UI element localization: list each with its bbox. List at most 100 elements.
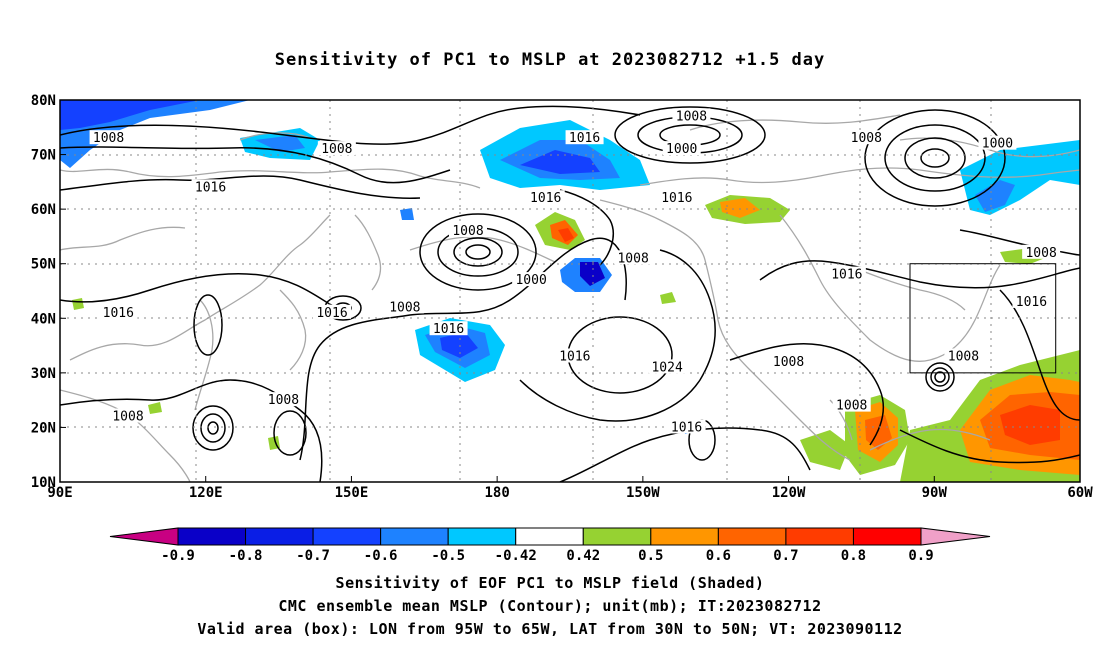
contour-label: 1008 [836,399,867,414]
contour-label: 1016 [661,191,692,206]
contour-label: 1008 [1025,246,1056,261]
lon-tick-label: 150W [626,485,660,501]
contour-label: 1008 [676,109,707,124]
contour-label: 1016 [433,322,464,337]
colorbar-swatch [312,527,382,546]
positive-region [72,298,84,310]
lat-tick-label: 70N [31,148,56,164]
positive-region [148,402,162,414]
lon-tick-label: 90E [47,485,72,501]
lon-tick-label: 180 [484,485,509,501]
colorbar-swatch [515,527,584,546]
contour-label: 1008 [321,142,352,157]
negative-region [60,100,200,130]
longitude-axis: 90E 120E 150E 180 150W 120W 90W 60W [47,476,1093,501]
lon-tick-label: 60W [1067,485,1093,501]
colorbar-max-arrow [920,527,991,546]
positive-region [800,430,850,470]
contour-label-bg [109,408,147,423]
contour-label-bg [89,130,128,145]
contour-label: 1000 [982,137,1013,152]
contour-label-bg [191,179,230,194]
contour-label-bg [827,266,866,281]
isobars [60,105,1080,482]
contour-label: 1016 [671,420,702,435]
lat-tick-label: 30N [31,366,56,382]
contour-label: 1008 [948,349,979,364]
coastlines [60,114,1080,482]
colorbar-swatch [582,527,652,546]
contour-label-bg [1012,293,1051,308]
colorbar-label: 0.9 [908,548,933,564]
contour-label-bg [512,272,551,287]
colorbar-label: -0.42 [495,548,537,564]
negative-region [975,180,1015,212]
contour-label-bg [526,190,565,205]
positive-region [558,228,574,242]
contour-label-bg [944,348,983,363]
colorbar-label: -0.7 [296,548,330,564]
negative-region [255,135,305,152]
valid-area-box [909,263,1057,374]
lon-tick-label: 120W [772,485,806,501]
negative-region [580,262,605,286]
contour-label: 1008 [389,300,420,315]
contour-label: 1016 [559,349,590,364]
contour-label: 1016 [195,180,226,195]
contour-label: 1024 [651,360,682,375]
lat-lon-grid [60,100,1080,482]
contour-label-bg [99,304,138,319]
contour-label-bg [978,135,1017,150]
contour-label-bg [832,397,871,412]
contour-label-bg [657,190,696,205]
colorbar-label: -0.8 [229,548,263,564]
negative-region [960,140,1080,215]
contour-label: 1016 [569,131,600,146]
contour-label: 1016 [1016,295,1047,310]
lat-tick-label: 20N [31,420,56,436]
lat-tick-label: 10N [31,475,56,491]
lat-tick-label: 60N [31,202,56,218]
contour-label: 1008 [268,393,299,408]
contour-label: 1016 [103,306,134,321]
plot-frame [59,99,1081,483]
contour-label: 1016 [316,306,347,321]
contour-label-bg [429,321,468,336]
colorbar-swatch [177,527,247,546]
contour-label-bg [264,392,303,407]
caption-contour: CMC ensemble mean MSLP (Contour); unit(m… [278,597,822,615]
colorbar-swatch [650,527,719,546]
colorbar-label: 0.7 [773,548,798,564]
colorbar-min-arrow [109,527,179,546]
contour-label-bg [847,130,886,145]
contour-label: 1008 [452,224,483,239]
negative-region [440,332,478,358]
contour-label: 1008 [93,131,124,146]
contour-label-bg [1022,244,1061,259]
contour-label-bg [555,348,594,363]
contour-label-bg [672,108,711,123]
contour-label-bg [648,359,687,374]
contour-label-bg [614,250,653,265]
negative-region [400,208,414,220]
contour-labels: 1008 1008 1016 1016 1008 1000 1008 1000 1016 1016… [89,108,1061,435]
colorbar-swatch [245,527,314,546]
colorbar: -0.9 -0.8 -0.7 -0.6 -0.5 -0.42 0.42 0.5 0.6 0.7 0.… [109,527,991,564]
colorbar-swatch [852,527,922,546]
colorbar-label: -0.5 [431,548,465,564]
colorbar-swatch [447,527,517,546]
contour-label-bg [317,141,356,156]
contour-label: 1008 [851,131,882,146]
colorbar-label: -0.9 [161,548,195,564]
contour-label: 1016 [530,191,561,206]
contour-label: 1008 [617,251,648,266]
colorbar-swatch [380,527,449,546]
caption-shaded: Sensitivity of EOF PC1 to MSLP field (Sh… [335,574,765,592]
lon-tick-label: 90W [922,485,948,501]
positive-region [660,292,676,304]
map-title: Sensitivity of PC1 to MSLP at 2023082712… [274,50,826,70]
contour-label: 1000 [515,273,546,288]
colorbar-label: -0.6 [364,548,398,564]
colorbar-label: 0.42 [566,548,600,564]
